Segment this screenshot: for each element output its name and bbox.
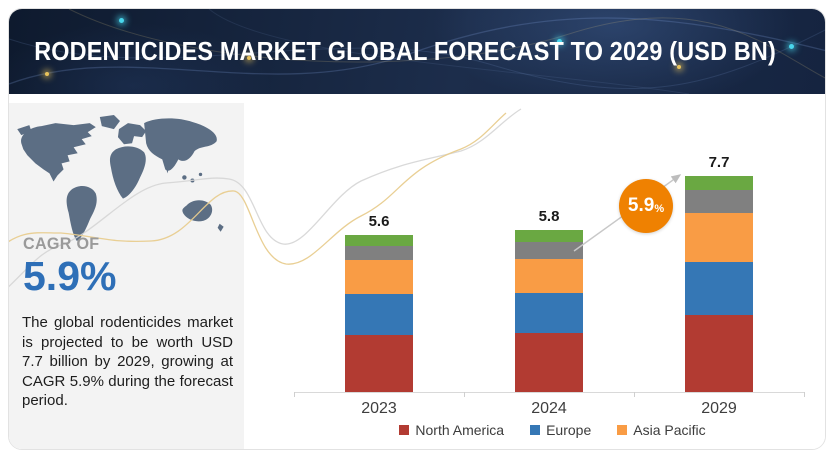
cagr-block: CAGR OF 5.9% [23, 234, 116, 298]
x-axis-tick [634, 392, 635, 397]
header-glow [9, 9, 825, 94]
bar-segment [515, 242, 583, 259]
bar-segment [345, 334, 413, 392]
bar-segment [685, 190, 753, 213]
bar-total-label: 5.8 [538, 207, 560, 225]
x-axis-tick [464, 392, 465, 397]
legend-item: Europe [530, 422, 591, 438]
glow-dot-yellow [247, 56, 251, 60]
legend-swatch [399, 425, 410, 435]
x-tick-label: 2024 [531, 400, 567, 417]
bar-total-label: 7.7 [708, 154, 730, 172]
glow-dot-yellow [677, 65, 681, 69]
cagr-badge-suffix: % [654, 202, 665, 215]
legend-label: Europe [546, 422, 592, 438]
bar-segment [515, 259, 583, 293]
infographic-card: RODENTICIDES MARKET GLOBAL FORECAST TO 2… [8, 8, 826, 450]
market-description: The global rodenticides market is projec… [22, 314, 233, 409]
cagr-label: CAGR OF [23, 234, 100, 253]
page-title: RODENTICIDES MARKET GLOBAL FORECAST TO 2… [34, 36, 776, 66]
bar-segment [685, 176, 753, 191]
chart-legend: North America Europe Asia Pacific [244, 422, 825, 438]
legend-item: North America [399, 422, 504, 438]
cagr-badge: 5.9% [619, 179, 673, 233]
legend-label: Asia Pacific [633, 422, 706, 438]
sidebar: CAGR OF 5.9% The global rodenticides mar… [9, 103, 244, 449]
glow-dot-cyan [119, 18, 124, 23]
growth-arrow [573, 174, 682, 252]
chart-area: 5.9% 5.6 2023 5.8 2024 7.7 2029 North America E… [244, 94, 825, 449]
legend-item: Asia Pacific [617, 422, 706, 438]
bar-segment [515, 333, 583, 392]
legend-swatch [617, 425, 628, 435]
cagr-value: 5.9% [23, 253, 117, 299]
x-axis-tick [294, 392, 295, 397]
glow-dot-yellow [45, 72, 49, 76]
glow-dot-cyan [789, 44, 794, 49]
legend-label: North America [415, 422, 505, 438]
network-decor-graphic [9, 9, 825, 94]
x-tick-label: 2029 [701, 400, 737, 417]
header-banner: RODENTICIDES MARKET GLOBAL FORECAST TO 2… [9, 9, 825, 94]
bar-segment [685, 212, 753, 262]
bar-segment [345, 294, 413, 335]
x-axis-line [294, 392, 804, 393]
bar-segment [515, 229, 583, 243]
glow-dot-cyan [557, 39, 562, 44]
x-tick-label: 2023 [361, 400, 397, 417]
bar-segment [515, 292, 583, 334]
cagr-badge-value: 5.9 [627, 195, 655, 216]
bar-segment [685, 261, 753, 315]
content-area: CAGR OF 5.9% The global rodenticides mar… [9, 94, 825, 449]
bar-segment [685, 315, 753, 392]
x-axis-tick [804, 392, 805, 397]
legend-swatch [530, 425, 541, 435]
